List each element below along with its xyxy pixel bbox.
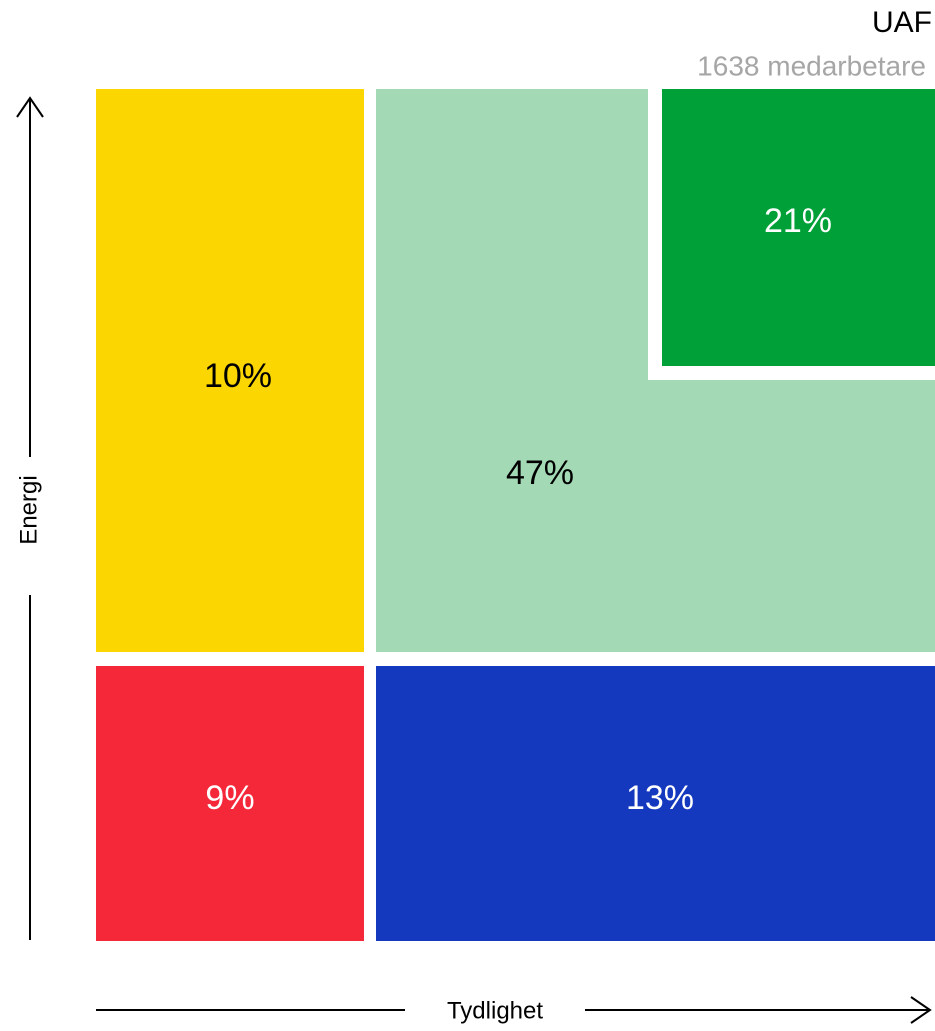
cell-label: 47% [506,454,574,492]
y-axis-label: Energi [15,475,42,544]
cell-red [96,666,364,941]
x-axis [96,996,932,1024]
y-axis [16,96,44,940]
cell-dark-green [662,89,935,366]
cell-label: 9% [205,779,254,817]
x-axis-label: Tydlighet [447,997,543,1024]
cell-yellow [96,89,364,652]
title: UAF [872,6,932,39]
cell-label: 10% [204,357,272,395]
arrowhead [16,96,44,118]
subtitle: 1638 medarbetare [697,50,926,81]
arrowhead [910,996,932,1024]
cell-label: 21% [764,202,832,240]
cell-label: 13% [626,779,694,817]
cell-blue [376,666,935,941]
